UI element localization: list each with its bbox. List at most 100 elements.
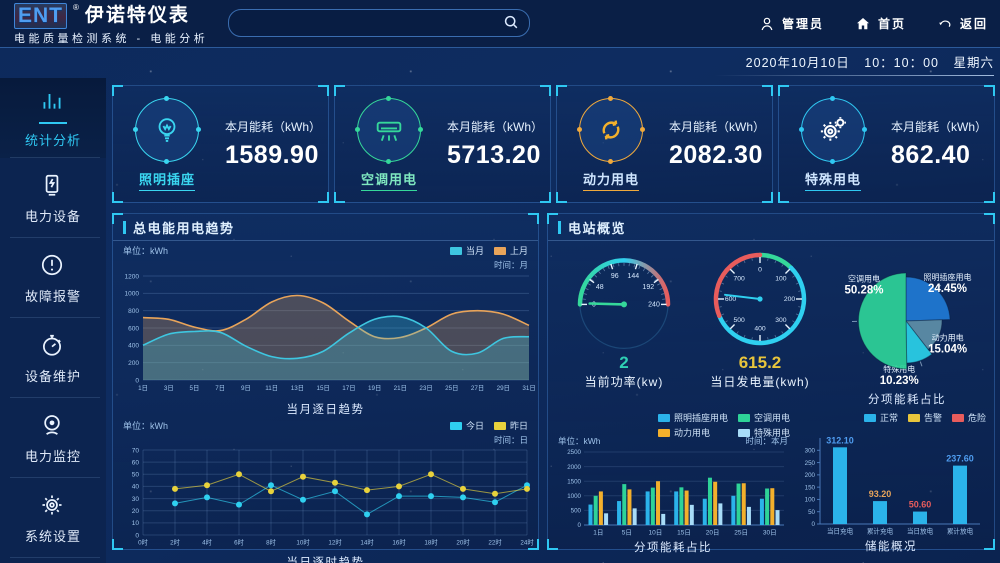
svg-text:14时: 14时: [360, 538, 374, 547]
svg-text:16时: 16时: [392, 538, 406, 547]
legend-lighting[interactable]: 照明插座用电: [657, 411, 728, 424]
sidebar-item-settings[interactable]: 系统设置: [0, 478, 106, 558]
svg-text:200: 200: [805, 472, 816, 479]
back-label: 返回: [959, 17, 988, 31]
svg-text:19日: 19日: [368, 384, 381, 392]
svg-text:144: 144: [627, 273, 639, 280]
svg-text:特殊用电: 特殊用电: [883, 364, 915, 374]
svg-text:0时: 0时: [138, 538, 149, 547]
sidebar-item-statistics[interactable]: 统计分析: [0, 78, 106, 158]
kpi-icon-ring: [577, 95, 645, 164]
chart-caption: 当日逐时趋势: [286, 557, 365, 563]
back-link[interactable]: 返回: [936, 15, 988, 33]
search-input[interactable]: [229, 16, 501, 30]
search-icon[interactable]: [501, 12, 523, 34]
sidebar-nav: 统计分析 电力设备 故障报警 设备维护: [0, 78, 106, 563]
kpi-icon-ring: [355, 95, 423, 164]
gauge-value: 615.2: [738, 353, 782, 372]
svg-text:150: 150: [805, 484, 816, 491]
svg-text:40: 40: [132, 484, 140, 491]
system-subtitle: 电能质量检测系统 - 电能分析: [14, 33, 209, 45]
legend-normal[interactable]: 正常: [863, 411, 898, 424]
daily-generation-gauge: 0 100 200 300 400 500 600 700: [713, 252, 807, 346]
svg-text:17日: 17日: [342, 384, 355, 392]
svg-text:0: 0: [758, 267, 762, 274]
sidebar-item-power-devices[interactable]: 电力设备: [0, 158, 106, 238]
chart-caption: 当月逐日趋势: [286, 404, 365, 416]
svg-text:1000: 1000: [125, 291, 140, 298]
legend-power[interactable]: 动力用电: [657, 426, 728, 439]
legend-current-month[interactable]: 当月: [449, 244, 484, 257]
svg-text:700: 700: [733, 275, 745, 282]
panel-total-energy-trend: 总电能用电趋势 单位：kWh 当月 上月 时间：月: [112, 213, 539, 563]
back-icon: [939, 19, 951, 27]
svg-text:累计放电: 累计放电: [947, 527, 974, 536]
sidebar-item-fault-alarm[interactable]: 故障报警: [0, 238, 106, 318]
legend-warning[interactable]: 告警: [907, 411, 942, 424]
svg-text:4时: 4时: [202, 538, 213, 547]
svg-text:13日: 13日: [291, 384, 304, 392]
svg-text:10日: 10日: [649, 529, 663, 537]
datetime-bar: 2020年10月10日 10：10：00 星期六: [714, 52, 994, 76]
kpi-metric-label: 本月能耗（kWh）: [447, 120, 544, 134]
svg-text:31日: 31日: [522, 384, 535, 392]
svg-text:200: 200: [784, 296, 796, 303]
logo-ent: ENT: [14, 3, 67, 29]
legend-last-month[interactable]: 上月: [493, 244, 528, 257]
unit-label: 单位：kWh: [123, 246, 169, 256]
main-content: 照明插座 本月能耗（kWh） 1589.90: [112, 85, 995, 563]
svg-text:0: 0: [578, 522, 582, 529]
svg-text:96: 96: [611, 273, 619, 280]
svg-text:当日放电: 当日放电: [907, 527, 934, 536]
kpi-value: 1589.90: [225, 141, 319, 169]
kpi-name: 照明插座: [138, 169, 195, 191]
svg-text:600: 600: [128, 325, 139, 332]
svg-text:600: 600: [725, 296, 737, 303]
svg-text:空调用电: 空调用电: [848, 274, 880, 284]
svg-text:20日: 20日: [706, 529, 720, 537]
svg-text:15.04%: 15.04%: [928, 344, 967, 356]
svg-text:24时: 24时: [520, 538, 534, 547]
svg-text:312.10: 312.10: [826, 435, 854, 445]
svg-text:1500: 1500: [567, 478, 581, 485]
top-links: 管理员 首页 返回: [758, 0, 988, 47]
svg-text:29日: 29日: [497, 384, 510, 392]
legend-today[interactable]: 今日: [449, 419, 484, 432]
svg-text:5日: 5日: [622, 529, 632, 537]
kpi-value: 2082.30: [669, 141, 763, 169]
legend-special[interactable]: 特殊用电: [737, 426, 790, 439]
svg-text:30: 30: [132, 496, 140, 503]
user-menu[interactable]: 管理员: [758, 15, 824, 33]
svg-text:10.23%: 10.23%: [880, 375, 919, 387]
sidebar-item-power-monitor[interactable]: 电力监控: [0, 398, 106, 478]
home-link[interactable]: 首页: [854, 15, 906, 33]
time-scope-label: 时间：日: [493, 435, 528, 445]
hourly-trend-scatter-chart: 0 10 20 30 40 50 60 70 0时 2时 4时 6时 8时 10时 12时 14时 16时 18时…: [132, 447, 535, 547]
svg-text:2时: 2时: [170, 538, 181, 547]
svg-text:93.20: 93.20: [869, 489, 892, 499]
brand-logo: ENT ® 伊诺特仪表 电能质量检测系统 - 电能分析: [14, 3, 208, 46]
svg-text:60: 60: [132, 459, 140, 466]
user-icon: [761, 17, 773, 30]
svg-text:累计充电: 累计充电: [867, 527, 894, 536]
kpi-name: 空调用电: [360, 169, 417, 191]
svg-text:12时: 12时: [328, 538, 342, 547]
kpi-card-ac: 空调用电 本月能耗（kWh） 5713.20: [334, 85, 551, 203]
legend-yesterday[interactable]: 昨日: [493, 419, 528, 432]
svg-text:50.60: 50.60: [909, 500, 932, 510]
sidebar-item-maintenance[interactable]: 设备维护: [0, 318, 106, 398]
gear-icon: [39, 492, 67, 520]
svg-text:237.60: 237.60: [946, 454, 974, 464]
legend-ac[interactable]: 空调用电: [737, 411, 790, 424]
search-box[interactable]: [228, 9, 530, 37]
svg-text:48: 48: [596, 284, 604, 291]
svg-text:动力用电: 动力用电: [932, 333, 964, 343]
svg-text:100: 100: [805, 497, 816, 504]
legend-danger[interactable]: 危险: [951, 411, 986, 424]
area-chart-meta: 单位：kWh 当月 上月 时间：月: [113, 241, 538, 270]
alarm-icon: [39, 252, 67, 280]
weekday-text: 星期六: [953, 56, 994, 70]
monthly-trend-area-chart: 0 200 400 600 800 1000 1200 1日 3日 5日 7日 9日 11日 13日 15日…: [125, 273, 536, 392]
panel-station-overview: 电站概览 0 48 96 144 192 240 2 当前功率(kw) 0 100 200 30…: [547, 213, 995, 554]
